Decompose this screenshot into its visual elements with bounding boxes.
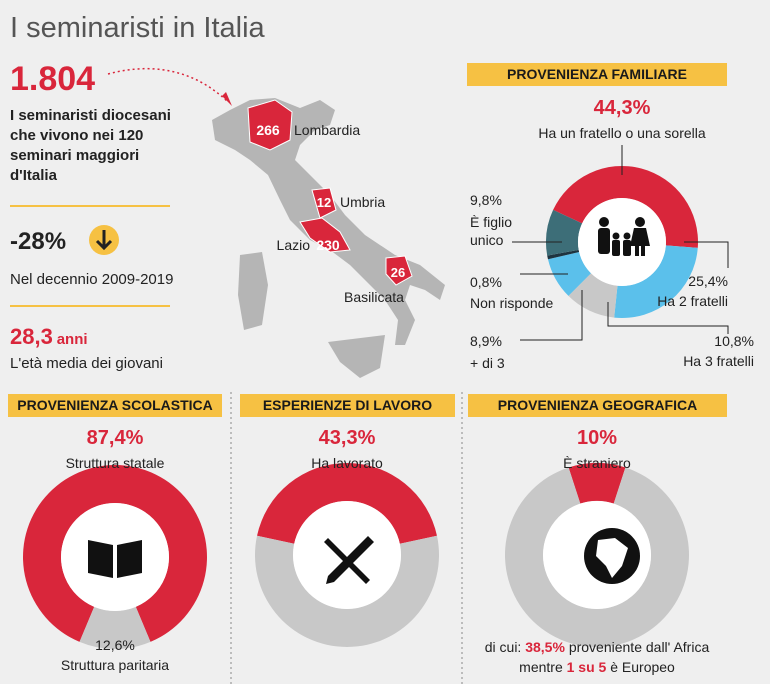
book-icon	[88, 540, 142, 578]
donut-slice	[546, 209, 583, 256]
donut-slice	[547, 252, 591, 296]
donut-slice	[22, 464, 207, 642]
leader	[520, 290, 583, 341]
donut-slice	[568, 273, 618, 318]
change: -28%	[10, 228, 67, 255]
donut-hole	[578, 198, 666, 286]
region-name: Basilicata	[344, 289, 404, 305]
arrow-head	[222, 92, 232, 106]
donut-slice	[505, 467, 689, 648]
region-value: 12	[316, 195, 332, 210]
header: PROVENIENZA SCOLASTICA	[8, 394, 222, 417]
value-label: 8,9%	[470, 333, 502, 349]
tools-icon	[324, 536, 374, 584]
note-highlight: 38,5%	[525, 639, 565, 655]
region-lazio	[299, 217, 351, 253]
note: di cui: 38,5% proveniente dall' Africa	[485, 640, 710, 654]
person	[612, 232, 620, 240]
donut-slice	[255, 535, 439, 647]
region-value: 26	[390, 265, 406, 280]
donut-slice	[614, 245, 698, 319]
age: 28,3	[10, 324, 53, 349]
change-text: Nel decennio 2009-2019	[10, 271, 174, 288]
donut-slice	[79, 606, 151, 649]
person	[623, 240, 631, 256]
down-arrow	[95, 230, 113, 251]
person	[599, 217, 609, 227]
region-basilicata	[385, 255, 413, 286]
person	[598, 228, 610, 254]
header: ESPERIENZE DI LAVORO	[240, 394, 455, 417]
note: mentre 1 su 5 è Europeo	[519, 660, 675, 674]
value-label: 44,3%	[593, 97, 651, 119]
italy-mainland	[212, 98, 445, 345]
value-label: 0,8%	[470, 274, 502, 290]
region-lombardia	[247, 99, 293, 151]
total: 1.804	[10, 60, 96, 98]
category: Ha lavorato	[311, 455, 383, 471]
value-label: 25,4%	[688, 273, 728, 289]
icons	[88, 217, 650, 584]
category: Non risponde	[470, 295, 554, 311]
category: Ha 3 fratelli	[683, 353, 754, 369]
title: I seminaristi in Italia	[10, 12, 265, 44]
person	[630, 228, 650, 256]
donut-slice	[547, 249, 580, 260]
header: PROVENIENZA GEOGRAFICA	[468, 394, 727, 417]
map	[212, 98, 445, 378]
region-name: Lombardia	[294, 122, 361, 138]
age-unit: anni	[56, 331, 88, 348]
donut-slice	[553, 166, 698, 248]
region-value: 230	[316, 237, 340, 253]
category: + di 3	[470, 355, 505, 371]
person	[635, 217, 645, 227]
category: Struttura statale	[65, 455, 165, 471]
note-highlight: 1 su 5	[566, 659, 607, 675]
donut-slice	[568, 462, 626, 504]
donut-hole	[293, 501, 401, 609]
value-label: 9,8%	[470, 192, 502, 208]
note-text: di cui:	[484, 639, 522, 655]
leaders	[512, 145, 729, 341]
value-label: 12,6%	[95, 637, 135, 653]
value-label: 10,8%	[714, 333, 754, 349]
value-label: 10%	[576, 427, 618, 449]
sicily	[328, 335, 385, 378]
region-umbria	[311, 187, 337, 219]
note-text: è Europeo	[610, 659, 675, 675]
age-text: L'età media dei giovani	[10, 355, 163, 372]
donut-slice	[257, 462, 437, 544]
leader	[684, 241, 729, 268]
donuts	[22, 166, 698, 649]
total-text: I seminaristi diocesani che vivono nei 1…	[10, 107, 171, 184]
category: Struttura paritaria	[60, 657, 170, 673]
value-label: 87,4%	[86, 427, 144, 449]
globe-land	[596, 538, 628, 578]
category: È straniero	[563, 455, 631, 471]
category: Ha un fratello o una sorella	[538, 125, 706, 141]
person	[612, 240, 620, 256]
sardinia	[238, 252, 268, 330]
region-name: Umbria	[340, 194, 386, 210]
note-text: mentre	[519, 659, 563, 675]
category: È figlio unico	[470, 214, 513, 248]
donut-hole	[61, 503, 169, 611]
header: PROVENIENZA FAMILIARE	[467, 63, 727, 86]
value-label: 43,3%	[318, 427, 376, 449]
region-value: 266	[256, 122, 280, 138]
leader	[607, 302, 729, 334]
note-text: proveniente dall' Africa	[568, 639, 710, 655]
arrow	[107, 67, 229, 103]
person	[623, 232, 631, 240]
region-name: Lazio	[276, 237, 310, 253]
category: Ha 2 fratelli	[657, 293, 728, 309]
